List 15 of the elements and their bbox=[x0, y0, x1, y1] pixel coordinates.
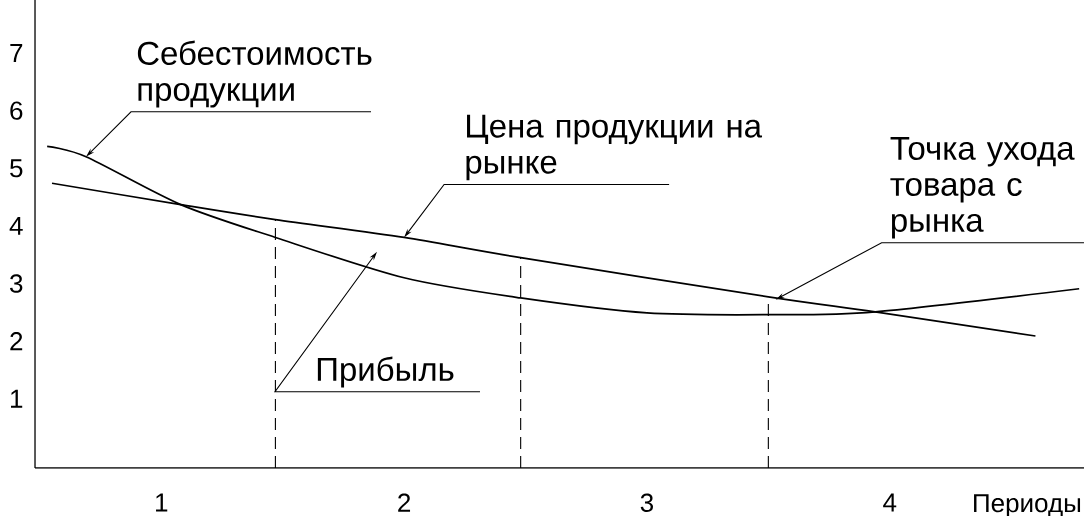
y-tick-label: 5 bbox=[10, 159, 23, 178]
y-tick-label: 1 bbox=[11, 389, 23, 408]
x-tick-label: 2 bbox=[398, 493, 411, 512]
x-tick-label: 3 bbox=[640, 493, 654, 512]
y-tick-label: 6 bbox=[10, 101, 23, 120]
text: Себестоимость продукции bbox=[137, 40, 372, 108]
annotation: Прибыль bbox=[317, 356, 454, 388]
annotation: Точка ухода товара с рынка bbox=[890, 136, 1075, 239]
text: Цена продукции на рынке bbox=[466, 114, 763, 181]
y-tick-label: 2 bbox=[10, 332, 23, 351]
x-tick-label: 1 bbox=[156, 493, 168, 512]
y-tick-label: 4 bbox=[9, 216, 23, 235]
x-tick-label: 4 bbox=[883, 493, 897, 512]
y-tick-label: 7 bbox=[10, 44, 23, 62]
y-tick-label: 3 bbox=[10, 274, 23, 293]
